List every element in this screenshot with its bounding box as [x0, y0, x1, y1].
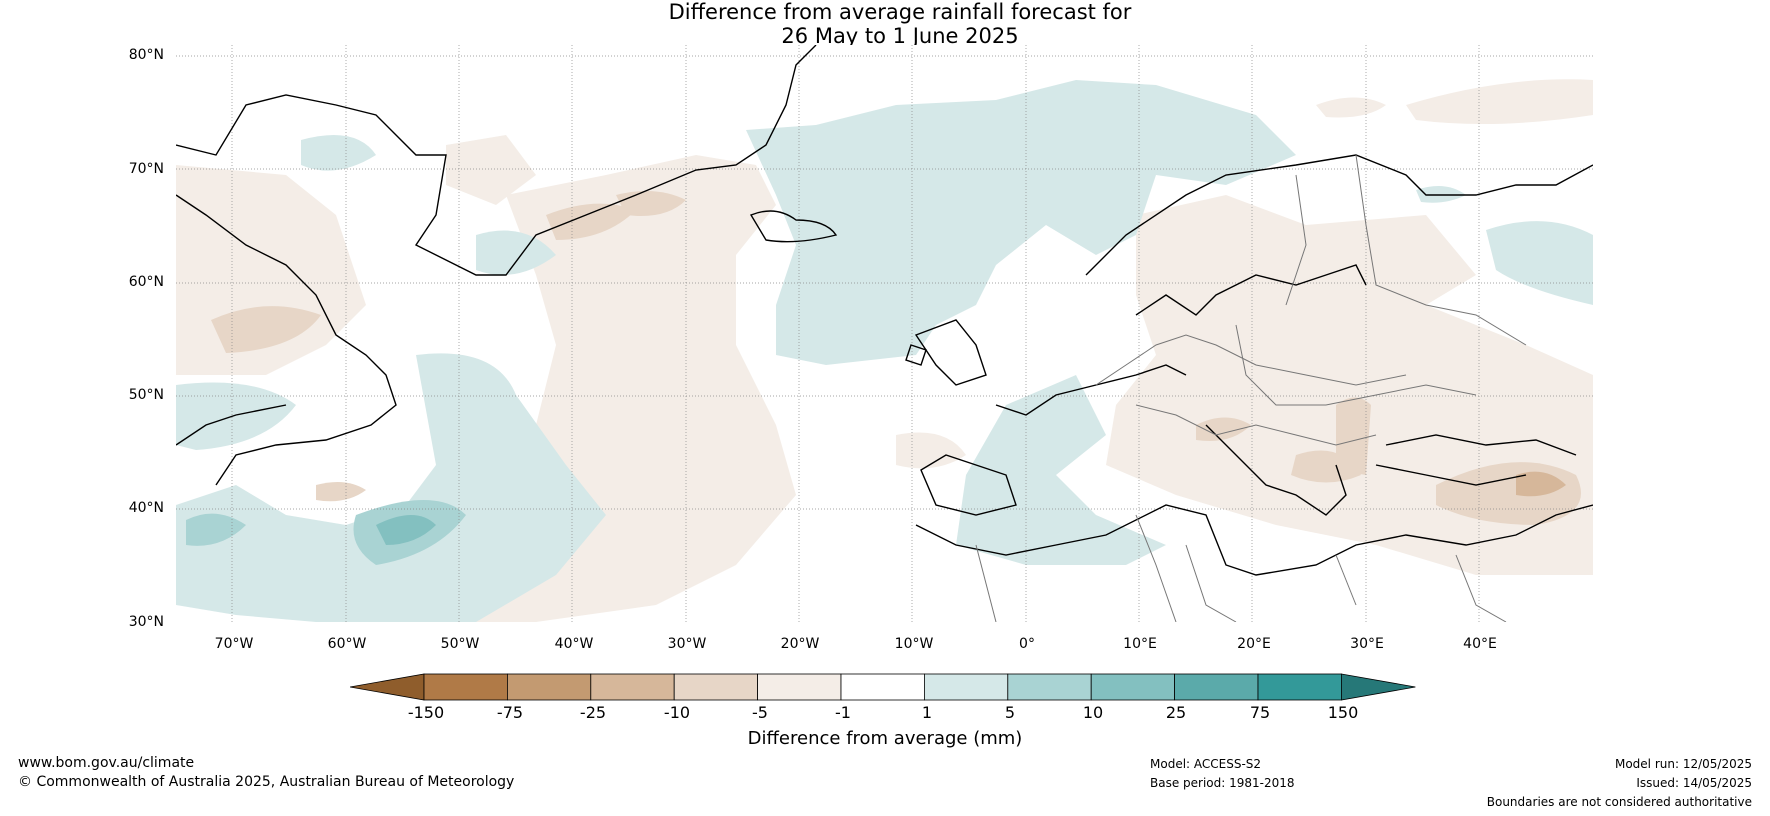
colorbar-segment — [590, 673, 675, 701]
lon-label-30w: 30°W — [667, 636, 707, 652]
colorbar-segment — [840, 673, 925, 701]
colorbar-tick--25: -25 — [579, 703, 607, 722]
map-canvas — [175, 44, 1594, 623]
lat-label-50n: 50°N — [128, 387, 164, 403]
lat-label-30n: 30°N — [128, 614, 164, 630]
lat-label-80n: 80°N — [128, 47, 164, 63]
footer-disclaimer: Boundaries are not considered authoritat… — [1486, 795, 1752, 809]
footer-base-period: Base period: 1981-2018 — [1150, 776, 1295, 790]
lon-label-50w: 50°W — [440, 636, 480, 652]
lon-label-40e: 40°E — [1463, 636, 1497, 652]
colorbar-title: Difference from average (mm) — [747, 728, 1023, 749]
lon-label-20w: 20°W — [780, 636, 820, 652]
lon-label-30e: 30°E — [1350, 636, 1384, 652]
lat-label-60n: 60°N — [128, 274, 164, 290]
footer-model-run: Model run: 12/05/2025 — [1614, 757, 1752, 771]
colorbar-tick--1: -1 — [835, 703, 851, 722]
footer-issued: Issued: 14/05/2025 — [1636, 776, 1752, 790]
lon-label-0: 0° — [1019, 636, 1035, 652]
colorbar — [350, 673, 1416, 701]
colorbar-tick-25: 25 — [1165, 703, 1187, 722]
title-line-2: 26 May to 1 June 2025 — [781, 24, 1019, 48]
colorbar-tick-150: 150 — [1327, 703, 1359, 722]
colorbar-segment — [506, 673, 592, 701]
colorbar-segment — [423, 673, 508, 701]
lon-label-10w: 10°W — [894, 636, 934, 652]
colorbar-extend-high — [1341, 673, 1416, 701]
rainfall-anomaly-map — [175, 44, 1594, 623]
lon-label-10e: 10°E — [1123, 636, 1157, 652]
colorbar-segment — [924, 673, 1009, 701]
footer-copyright: © Commonwealth of Australia 2025, Austra… — [18, 774, 515, 790]
country-boundaries — [975, 154, 1527, 623]
colorbar-segment — [1090, 673, 1176, 701]
colorbar-segment — [1007, 673, 1092, 701]
colorbar-segment — [673, 673, 759, 701]
colorbar-tick--75: -75 — [496, 703, 524, 722]
colorbar-extend-low — [350, 673, 425, 701]
colorbar-segment — [1174, 673, 1259, 701]
lon-label-40w: 40°W — [554, 636, 594, 652]
colorbar-tick-75: 75 — [1249, 703, 1271, 722]
coastlines — [175, 44, 1594, 576]
colorbar-tick-5: 5 — [1004, 703, 1016, 722]
lat-label-40n: 40°N — [128, 500, 164, 516]
lon-label-60w: 60°W — [327, 636, 367, 652]
lat-lon-gridlines — [176, 45, 1593, 622]
footer-url[interactable]: www.bom.gov.au/climate — [18, 755, 195, 771]
lon-label-70w: 70°W — [214, 636, 254, 652]
map-title: Difference from average rainfall forecas… — [0, 0, 1770, 48]
lon-label-20e: 20°E — [1237, 636, 1271, 652]
footer-model: Model: ACCESS-S2 — [1150, 757, 1262, 771]
colorbar-tick--5: -5 — [752, 703, 768, 722]
colorbar-tick-10: 10 — [1082, 703, 1104, 722]
colorbar-segments — [350, 673, 1416, 701]
lat-label-70n: 70°N — [128, 161, 164, 177]
colorbar-tick--10: -10 — [663, 703, 691, 722]
title-line-1: Difference from average rainfall forecas… — [668, 0, 1132, 24]
colorbar-tick--150: -150 — [407, 703, 445, 722]
colorbar-segment — [757, 673, 842, 701]
colorbar-segment — [1257, 673, 1342, 701]
wet-anomaly-regions — [176, 80, 1593, 622]
colorbar-tick-1: 1 — [921, 703, 933, 722]
